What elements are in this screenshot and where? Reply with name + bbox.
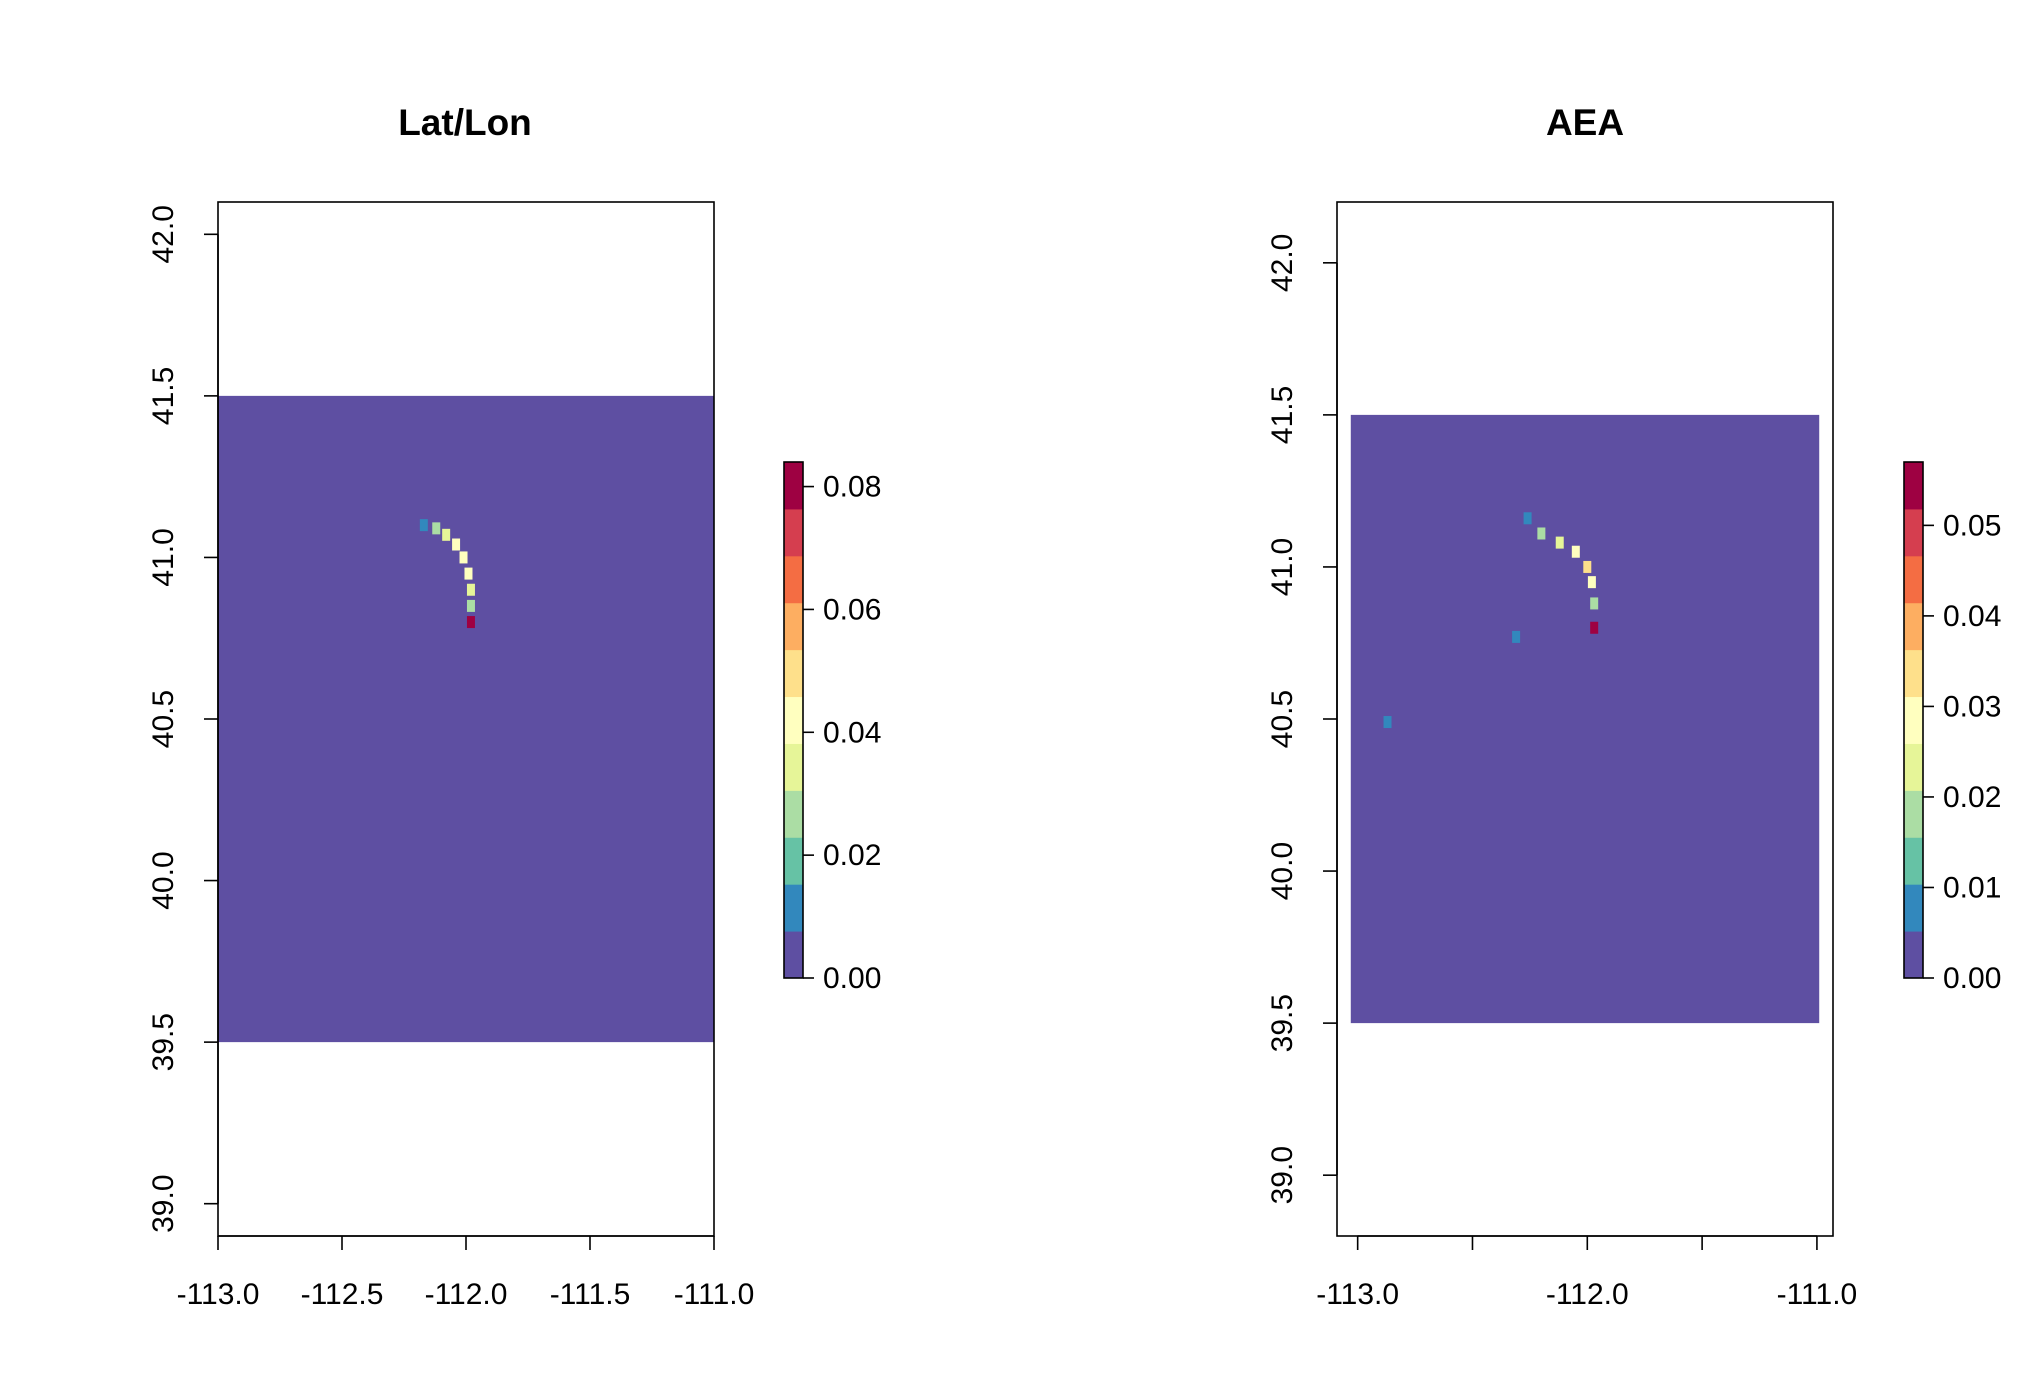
raster-body <box>218 395 714 1043</box>
color-legend: 0.00 0.01 0.02 0.03 0.04 0.05 <box>1903 461 2001 995</box>
legend-swatch <box>1904 743 1923 791</box>
legend-tick-label: 0.02 <box>1943 781 2001 814</box>
legend-swatch <box>1904 884 1923 932</box>
x-tick-label: -112.5 <box>301 1278 384 1311</box>
x-axis: -113.0 -112.0 -111.0 <box>1316 1235 1858 1311</box>
x-tick-label: -111.5 <box>550 1278 631 1311</box>
hotspot-cell <box>1512 630 1521 643</box>
legend-tick-label: 0.04 <box>1943 600 2001 633</box>
color-legend: 0.00 0.02 0.04 0.06 0.08 <box>783 461 881 995</box>
x-tick-label: -113.0 <box>177 1278 260 1311</box>
hotspot-layer <box>419 519 475 629</box>
legend-tick-label: 0.01 <box>1943 871 2001 904</box>
y-tick-label: 41.0 <box>1266 538 1299 596</box>
legend-swatch <box>784 837 803 885</box>
panel-latlon: Lat/Lon -113.0 -112.5 -112.0 -111.5 -111.0 3… <box>147 102 881 1311</box>
hotspot-cell <box>1537 527 1546 540</box>
y-tick-label: 40.5 <box>147 690 180 748</box>
y-tick-label: 39.5 <box>1266 994 1299 1052</box>
x-tick-label: -111.0 <box>674 1278 755 1311</box>
y-axis: 39.0 39.5 40.0 40.5 41.0 41.5 42.0 <box>147 205 219 1233</box>
x-tick-label: -111.0 <box>1777 1278 1858 1311</box>
legend-swatch <box>1904 790 1923 838</box>
legend-tick-label: 0.06 <box>823 593 881 626</box>
legend-swatch <box>784 696 803 744</box>
legend-swatch <box>1904 555 1923 604</box>
hotspot-cell <box>1590 597 1599 610</box>
x-axis: -113.0 -112.5 -112.0 -111.5 -111.0 <box>177 1235 755 1311</box>
legend-tick-label: 0.03 <box>1943 690 2001 723</box>
panel-title-aea: AEA <box>1546 102 1624 143</box>
hotspot-layer <box>1383 512 1599 729</box>
y-tick-label: 39.0 <box>1266 1146 1299 1204</box>
hotspot-cell <box>1523 512 1532 525</box>
x-tick-label: -112.0 <box>1546 1278 1629 1311</box>
hotspot-cell <box>1555 536 1564 549</box>
x-tick-label: -112.0 <box>425 1278 508 1311</box>
legend-swatch <box>1904 931 1923 979</box>
legend-frame <box>783 461 804 979</box>
legend-tick-label: 0.00 <box>1943 962 2001 995</box>
panel-title-latlon: Lat/Lon <box>398 102 532 143</box>
y-tick-label: 40.0 <box>1266 842 1299 900</box>
legend-swatch <box>1904 696 1923 744</box>
hotspot-cell <box>1583 560 1592 573</box>
legend-tick-label: 0.05 <box>1943 509 2001 542</box>
legend-swatch <box>1904 462 1923 510</box>
y-tick-label: 41.5 <box>147 367 180 425</box>
y-tick-label: 42.0 <box>147 205 180 263</box>
legend-tick-label: 0.00 <box>823 962 881 995</box>
legend-tick-label: 0.02 <box>823 839 881 872</box>
hotspot-cell <box>466 599 475 612</box>
legend-swatch <box>1904 602 1923 651</box>
legend-swatch <box>784 649 803 698</box>
legend-swatch <box>784 790 803 838</box>
y-tick-label: 39.5 <box>147 1013 180 1071</box>
legend-swatch <box>784 508 803 557</box>
hotspot-cell <box>466 616 475 629</box>
hotspot-cell <box>1590 621 1599 634</box>
legend-tick-label: 0.08 <box>823 471 881 504</box>
legend-swatch <box>1904 837 1923 885</box>
y-tick-label: 41.5 <box>1266 386 1299 444</box>
legend-swatch <box>784 931 803 979</box>
hotspot-cell <box>442 528 451 541</box>
hotspot-cell <box>459 551 468 564</box>
hotspot-cell <box>452 538 461 551</box>
legend-swatch <box>1904 649 1923 698</box>
y-tick-label: 42.0 <box>1266 234 1299 292</box>
raster-body <box>1350 414 1820 1024</box>
legend-swatch <box>784 743 803 791</box>
legend-frame <box>1903 461 1924 979</box>
hotspot-cell <box>466 583 475 596</box>
legend-swatch <box>784 884 803 932</box>
hotspot-cell <box>432 522 441 535</box>
hotspot-cell <box>1383 716 1392 729</box>
legend-tick-label: 0.04 <box>823 716 881 749</box>
y-tick-label: 40.5 <box>1266 690 1299 748</box>
panel-aea: AEA -113.0 -112.0 -111.0 39.0 39.5 40.0 40.5 4… <box>1266 102 2001 1311</box>
hotspot-cell <box>419 519 428 532</box>
y-axis: 39.0 39.5 40.0 40.5 41.0 41.5 42.0 <box>1266 234 1338 1204</box>
hotspot-cell <box>1587 576 1596 589</box>
hotspot-cell <box>464 567 473 580</box>
y-tick-label: 41.0 <box>147 528 180 586</box>
y-tick-label: 40.0 <box>147 851 180 909</box>
raster-layer <box>218 395 714 1043</box>
legend-swatch <box>1904 508 1923 557</box>
hotspot-cell <box>1571 545 1580 558</box>
y-tick-label: 39.0 <box>147 1174 180 1232</box>
raster-layer <box>1350 414 1820 1024</box>
legend-swatch <box>784 602 803 651</box>
legend-swatch <box>784 462 803 510</box>
x-tick-label: -113.0 <box>1316 1278 1399 1311</box>
legend-swatch <box>784 555 803 604</box>
